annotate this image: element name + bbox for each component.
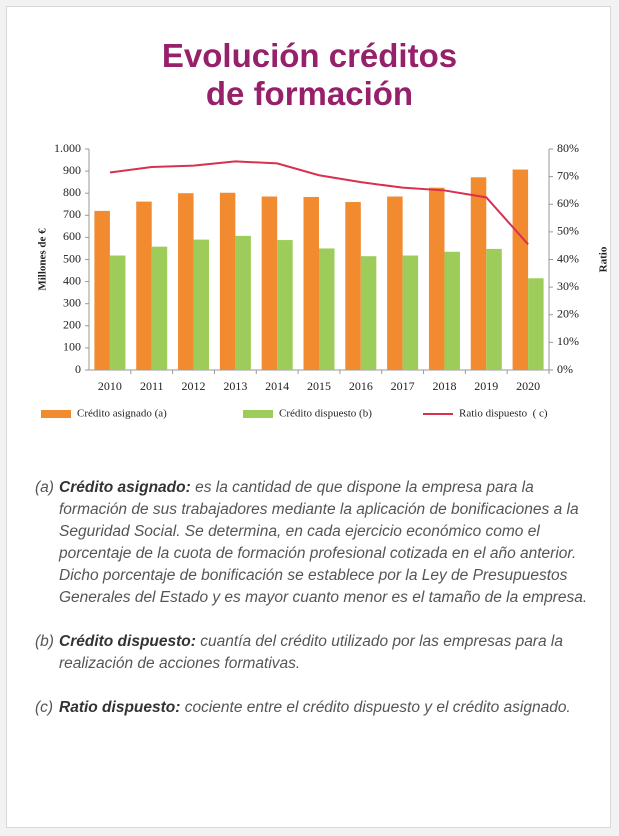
line [109,160,529,245]
chart: 0 100 200 300 400 500 600 700 800 900 1.000 0% 10% 20… [37,141,610,420]
y-tick-label: 0 [75,362,81,376]
note-term: Crédito asignado: [59,479,191,496]
note-text: cuantía del crédito utilizado por las em… [59,633,563,672]
bar [319,248,335,370]
note-text: cociente entre el crédito dispuesto y el… [184,699,571,716]
y-axis-label: Millones de € [37,228,49,291]
note: (a) Crédito asignado: es la cantidad de q… [35,477,605,609]
bar [486,248,502,370]
x-tick-label: 2011 [140,379,164,393]
bar [109,255,126,370]
note-marker: (b) [35,633,54,650]
bar [261,196,278,370]
x-tick-label: 2018 [432,379,456,393]
legend-label: Crédito asignado (a) [77,408,167,420]
note-text: es la cantidad de que dispone la empresa… [59,479,588,606]
card: Evolución créditos de formación 0 100 200 3… [6,6,611,828]
y-tick-label: 600 [63,229,81,243]
y-tick-label: 500 [63,251,81,265]
y-tick-label: 800 [63,185,81,199]
bar [387,196,403,370]
y2-tick-label: 80% [557,141,579,155]
bar [193,239,210,370]
x-tick-label: 2012 [182,379,206,393]
y2-tick-label: 10% [557,334,579,348]
x-tick-label: 2013 [223,379,247,393]
y2-axis-label: Ratio [598,246,610,272]
note-marker: (c) [35,699,54,716]
bar [402,255,419,370]
bar [345,202,361,370]
y2-tick-label: 30% [557,279,579,293]
bar [151,246,168,370]
y-tick-label: 700 [63,207,81,221]
y-tick-label: 300 [63,295,81,309]
bar [360,256,377,370]
bar [303,196,319,370]
chart-title: Evolución créditos de formación [161,37,458,112]
bar [512,169,529,370]
note-body: Crédito dispuesto: cuantía del crédito u… [59,631,605,675]
note-body: Crédito asignado: es la cantidad de que … [59,477,605,609]
note: (c) Ratio dispuesto: cociente entre el cr… [35,697,605,719]
note-marker: (a) [35,479,54,496]
notes: (a) Crédito asignado: es la cantidad de q… [35,477,605,741]
x-tick-label: 2016 [349,379,373,393]
y2-tick-label: 50% [557,224,579,238]
bar [277,240,293,370]
legend-swatch [41,410,71,418]
note: (b) Crédito dispuesto: cuantía del crédit… [35,631,605,675]
x-tick-label: 2019 [474,379,498,393]
bar [178,193,194,370]
y-tick-label: 900 [63,163,81,177]
x-tick-label: 2017 [391,379,415,393]
y2-tick-label: 20% [557,307,579,321]
y2-tick-label: 60% [557,196,579,210]
y2-tick-label: 40% [557,251,579,265]
y2-tick-label: 0% [557,362,573,376]
x-tick-label: 2014 [265,379,289,393]
title-box: Evolución créditos de formación [7,37,612,113]
bar [470,177,487,370]
x-tick-label: 2015 [307,379,331,393]
legend-label: Ratio dispuesto ( c) [459,408,548,420]
x-tick-label: 2010 [98,379,122,393]
note-term: Crédito dispuesto: [59,633,196,650]
bar [444,251,460,370]
bar [136,201,152,370]
x-tick-label: 2020 [516,379,540,393]
y2-tick-label: 70% [557,168,579,182]
bar [219,192,236,370]
y-tick-label: 200 [63,318,81,332]
legend-swatch [243,410,273,418]
y-tick-label: 1.000 [54,141,81,155]
bar [94,210,110,370]
note-body: Ratio dispuesto: cociente entre el crédi… [59,697,571,719]
bar [235,235,251,370]
note-term: Ratio dispuesto: [59,699,181,716]
bar [428,187,445,370]
legend-label: Crédito dispuesto (b) [279,408,372,420]
bar [528,278,544,370]
y-tick-label: 100 [63,340,81,354]
y-tick-label: 400 [63,273,81,287]
